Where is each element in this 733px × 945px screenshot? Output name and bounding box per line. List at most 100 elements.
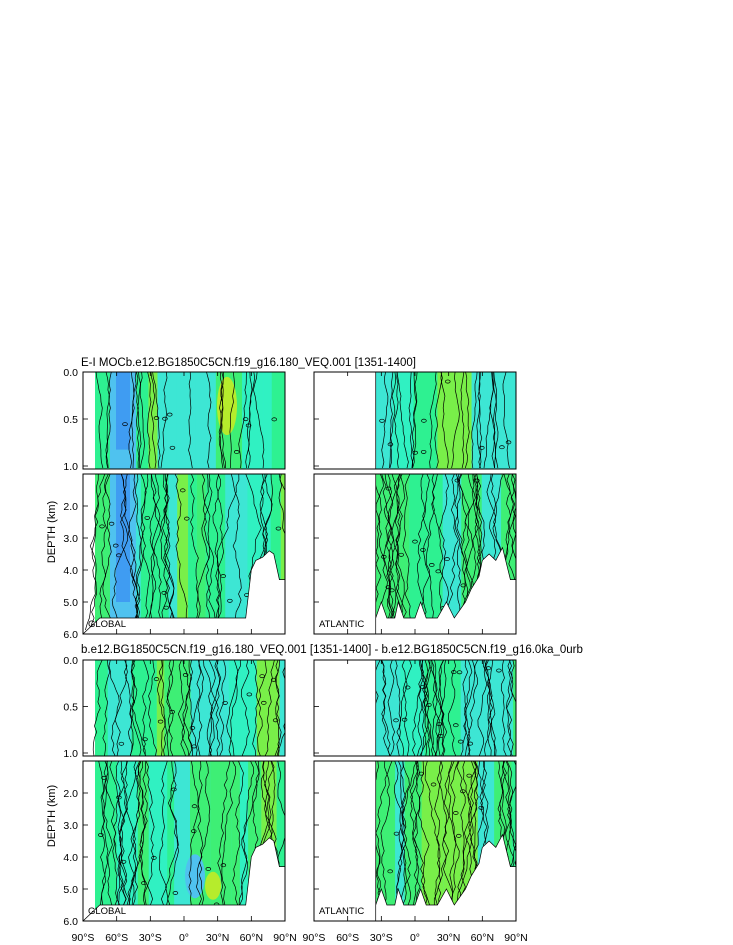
x-tick-label: 90°N xyxy=(504,932,527,944)
contour-zero-marker xyxy=(456,670,463,675)
contour-line xyxy=(380,761,391,918)
contour-line xyxy=(437,660,445,756)
contour-line xyxy=(432,761,454,918)
contour-line xyxy=(132,761,148,918)
contour-line xyxy=(386,474,401,631)
field-band xyxy=(239,761,249,921)
contour-line xyxy=(188,372,193,469)
contour-line xyxy=(415,761,433,918)
panel-r2-atlantic xyxy=(313,659,517,922)
contour-zero-marker xyxy=(457,739,464,744)
contour-zero-marker xyxy=(144,515,150,520)
field-minimum xyxy=(185,854,205,899)
contour-line xyxy=(417,474,430,631)
contour-line xyxy=(156,660,166,756)
contour-zero-marker xyxy=(460,583,467,588)
field-band xyxy=(195,372,216,469)
contour-line xyxy=(181,660,198,756)
contour-zero-marker xyxy=(227,598,233,603)
row2-ylabel: DEPTH (km) xyxy=(46,785,58,847)
contour-line xyxy=(114,761,137,918)
field-band xyxy=(279,660,285,756)
contour-line xyxy=(161,474,170,631)
contour-line xyxy=(395,761,407,918)
row1-ylabel: DEPTH (km) xyxy=(46,501,58,563)
contour-line xyxy=(203,660,215,756)
field-band xyxy=(188,474,197,634)
contour-line xyxy=(149,372,157,469)
contour-line xyxy=(447,660,457,756)
contour-line xyxy=(417,660,427,756)
contour-line xyxy=(113,761,130,918)
contour-zero-marker xyxy=(270,677,277,682)
y-tick-label: 6.0 xyxy=(63,629,78,641)
contour-zero-marker xyxy=(98,832,104,837)
contour-line xyxy=(163,474,176,631)
contour-line xyxy=(166,660,174,756)
contour-zero-marker xyxy=(272,718,279,723)
contour-line xyxy=(127,761,142,918)
contour-line xyxy=(460,372,465,469)
contour-zero-marker xyxy=(393,831,400,836)
y-tick-label: 2.0 xyxy=(63,788,78,800)
contour-zero-marker xyxy=(122,422,128,427)
contour-line xyxy=(381,372,389,469)
contour-zero-marker xyxy=(430,782,437,787)
contour-zero-marker xyxy=(220,574,226,579)
contour-line xyxy=(477,660,488,756)
contour-line xyxy=(228,660,239,756)
field-band xyxy=(196,474,206,634)
field-band xyxy=(487,372,506,469)
contour-line xyxy=(493,372,499,469)
field-band xyxy=(167,761,175,921)
contour-zero-marker xyxy=(191,804,198,809)
contour-zero-marker xyxy=(398,552,404,557)
contour-zero-marker xyxy=(169,709,175,714)
contour-zero-marker xyxy=(389,588,395,593)
contour-zero-marker xyxy=(445,379,451,384)
contour-zero-marker xyxy=(99,524,105,529)
x-tick-label: 60°N xyxy=(471,932,494,944)
contour-line xyxy=(424,761,445,918)
contour-line xyxy=(182,660,193,756)
contour-zero-marker xyxy=(161,590,167,595)
contour-line xyxy=(429,660,448,756)
field-band xyxy=(442,474,462,634)
contour-zero-marker xyxy=(116,553,122,558)
contour-zero-marker xyxy=(153,677,160,682)
contour-line xyxy=(476,372,481,469)
field-band xyxy=(148,761,168,921)
contour-zero-marker xyxy=(271,417,277,422)
contour-zero-marker xyxy=(474,478,480,483)
contour-line xyxy=(396,372,409,469)
contour-line xyxy=(506,660,515,756)
contour-line xyxy=(402,660,413,756)
y-tick-label: 4.0 xyxy=(63,565,78,577)
field-band xyxy=(392,660,401,756)
contour-line xyxy=(137,761,153,918)
contour-line xyxy=(500,660,507,756)
contour-zero-marker xyxy=(455,833,462,838)
contour-line xyxy=(251,660,263,756)
contour-line xyxy=(214,474,224,631)
contour-zero-marker xyxy=(275,526,282,531)
contour-line xyxy=(485,660,492,756)
contour-line xyxy=(389,372,397,469)
field-band xyxy=(157,474,169,634)
contour-line xyxy=(197,660,205,756)
contour-zero-marker xyxy=(418,771,425,776)
y-tick-label: 2.0 xyxy=(63,501,78,513)
field-band xyxy=(497,660,514,756)
contour-zero-marker xyxy=(166,412,173,417)
contour-zero-marker xyxy=(451,670,457,675)
contour-zero-marker xyxy=(191,829,197,834)
contour-line xyxy=(174,474,188,631)
contour-zero-marker xyxy=(220,863,227,868)
field-band xyxy=(228,660,247,756)
field-band xyxy=(413,372,438,469)
contour-line xyxy=(198,761,211,918)
contour-zero-marker xyxy=(426,702,432,707)
contour-line xyxy=(408,372,414,469)
contour-zero-marker xyxy=(108,521,115,526)
row1-global-label: GLOBAL xyxy=(88,619,126,630)
